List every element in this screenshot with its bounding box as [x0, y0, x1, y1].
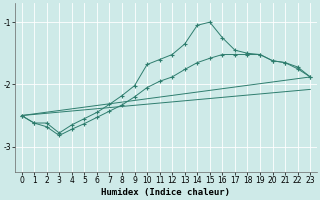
X-axis label: Humidex (Indice chaleur): Humidex (Indice chaleur): [101, 188, 230, 197]
